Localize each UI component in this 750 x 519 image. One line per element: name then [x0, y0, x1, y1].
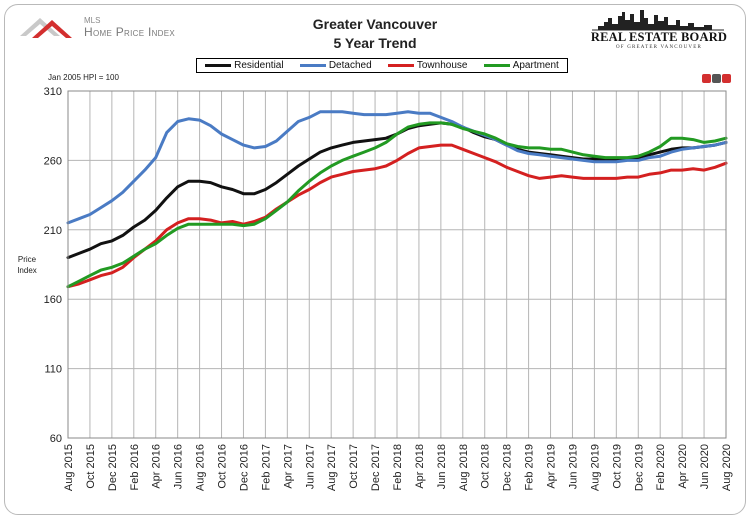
- x-tick-label: Jun 2020: [699, 444, 711, 489]
- x-tick-label: Oct 2017: [348, 444, 360, 489]
- x-tick-label: Aug 2020: [721, 444, 733, 491]
- x-tick-label: Jun 2018: [436, 444, 448, 489]
- x-tick-label: Apr 2019: [546, 444, 558, 489]
- x-tick-label: Jun 2017: [304, 444, 316, 489]
- legend-item-detached: Detached: [299, 60, 372, 71]
- x-tick-label: Dec 2019: [633, 444, 645, 491]
- plot-area-border: [67, 90, 727, 439]
- mini-brand-icons: [702, 72, 732, 86]
- series-line-detached: [66, 110, 728, 225]
- x-tick-label: Aug 2018: [458, 444, 470, 491]
- x-tick-label: Feb 2020: [655, 444, 667, 490]
- y-tick-labels: 60 110 160 210 260 310: [44, 86, 62, 445]
- y-tick-label: 60: [50, 433, 62, 445]
- y-tick-label: 160: [44, 294, 62, 306]
- legend-swatch: [205, 64, 232, 67]
- legend-swatch: [387, 64, 414, 67]
- base-note: Jan 2005 HPI = 100: [48, 73, 119, 82]
- x-tick-labels: Aug 2015 Oct 2015 Dec 2015 Feb 2016 Apr 2016…: [63, 444, 733, 491]
- board-subtitle: OF GREATER VANCOUVER: [615, 45, 703, 50]
- chart-legend: Residential Detached Townhouse Apartment: [196, 58, 568, 73]
- chart-title-line2: 5 Year Trend: [333, 35, 417, 51]
- series-lines: [66, 110, 728, 289]
- series-line-apartment: [66, 121, 728, 289]
- x-tick-label: Aug 2019: [589, 444, 601, 491]
- x-tick-label: Oct 2019: [611, 444, 623, 489]
- chart-title-line1: Greater Vancouver: [312, 16, 438, 32]
- x-tick-label: Aug 2016: [195, 444, 207, 491]
- rebgv-logo: REAL ESTATE BOARD OF GREATER VANCOUVER: [588, 8, 728, 53]
- y-axis-label: Price Index: [17, 255, 37, 275]
- city-skyline-icon: [592, 10, 724, 31]
- legend-item-apartment: Apartment: [483, 60, 559, 71]
- x-tick-label: Feb 2018: [392, 444, 404, 490]
- y-tick-label: 310: [44, 86, 62, 98]
- x-tick-label: Apr 2017: [282, 444, 294, 489]
- x-tick-label: Apr 2016: [151, 444, 163, 489]
- y-tick-label: 110: [44, 364, 62, 376]
- grid-lines: [67, 90, 727, 439]
- x-tick-label: Feb 2017: [260, 444, 272, 490]
- x-tick-label: Aug 2017: [326, 444, 338, 491]
- x-tick-label: Jun 2019: [567, 444, 579, 489]
- logo-hpi-text: Home Price Index: [84, 25, 176, 39]
- x-tick-label: Aug 2015: [63, 444, 75, 491]
- house-roof-icon: [20, 18, 72, 38]
- legend-label: Residential: [234, 60, 284, 71]
- legend-swatch: [483, 64, 510, 67]
- x-tick-label: Dec 2017: [370, 444, 382, 491]
- series-line-townhouse: [66, 143, 728, 289]
- x-tick-label: Jun 2016: [173, 444, 185, 489]
- y-tick-label: 210: [44, 225, 62, 237]
- x-tick-label: Apr 2020: [677, 444, 689, 489]
- legend-label: Townhouse: [416, 60, 468, 71]
- mls-hpi-logo: MLS Home Price Index: [18, 14, 208, 44]
- legend-item-residential: Residential: [205, 60, 284, 71]
- x-tick-label: Oct 2018: [480, 444, 492, 489]
- x-tick-label: Feb 2019: [524, 444, 536, 490]
- legend-label: Detached: [328, 60, 372, 71]
- x-tick-label: Feb 2016: [129, 444, 141, 490]
- x-tick-label: Dec 2016: [238, 444, 250, 491]
- x-tick-label: Dec 2018: [502, 444, 514, 491]
- x-tick-label: Apr 2018: [414, 444, 426, 489]
- legend-item-townhouse: Townhouse: [387, 60, 468, 71]
- board-name: REAL ESTATE BOARD: [590, 30, 728, 44]
- logo-mls-text: MLS: [84, 16, 101, 25]
- legend-label: Apartment: [512, 60, 559, 71]
- y-tick-label: 260: [44, 155, 62, 167]
- x-tick-label: Dec 2015: [107, 444, 119, 491]
- x-tick-label: Oct 2015: [85, 444, 97, 489]
- legend-swatch: [299, 64, 326, 67]
- x-tick-label: Oct 2016: [217, 444, 229, 489]
